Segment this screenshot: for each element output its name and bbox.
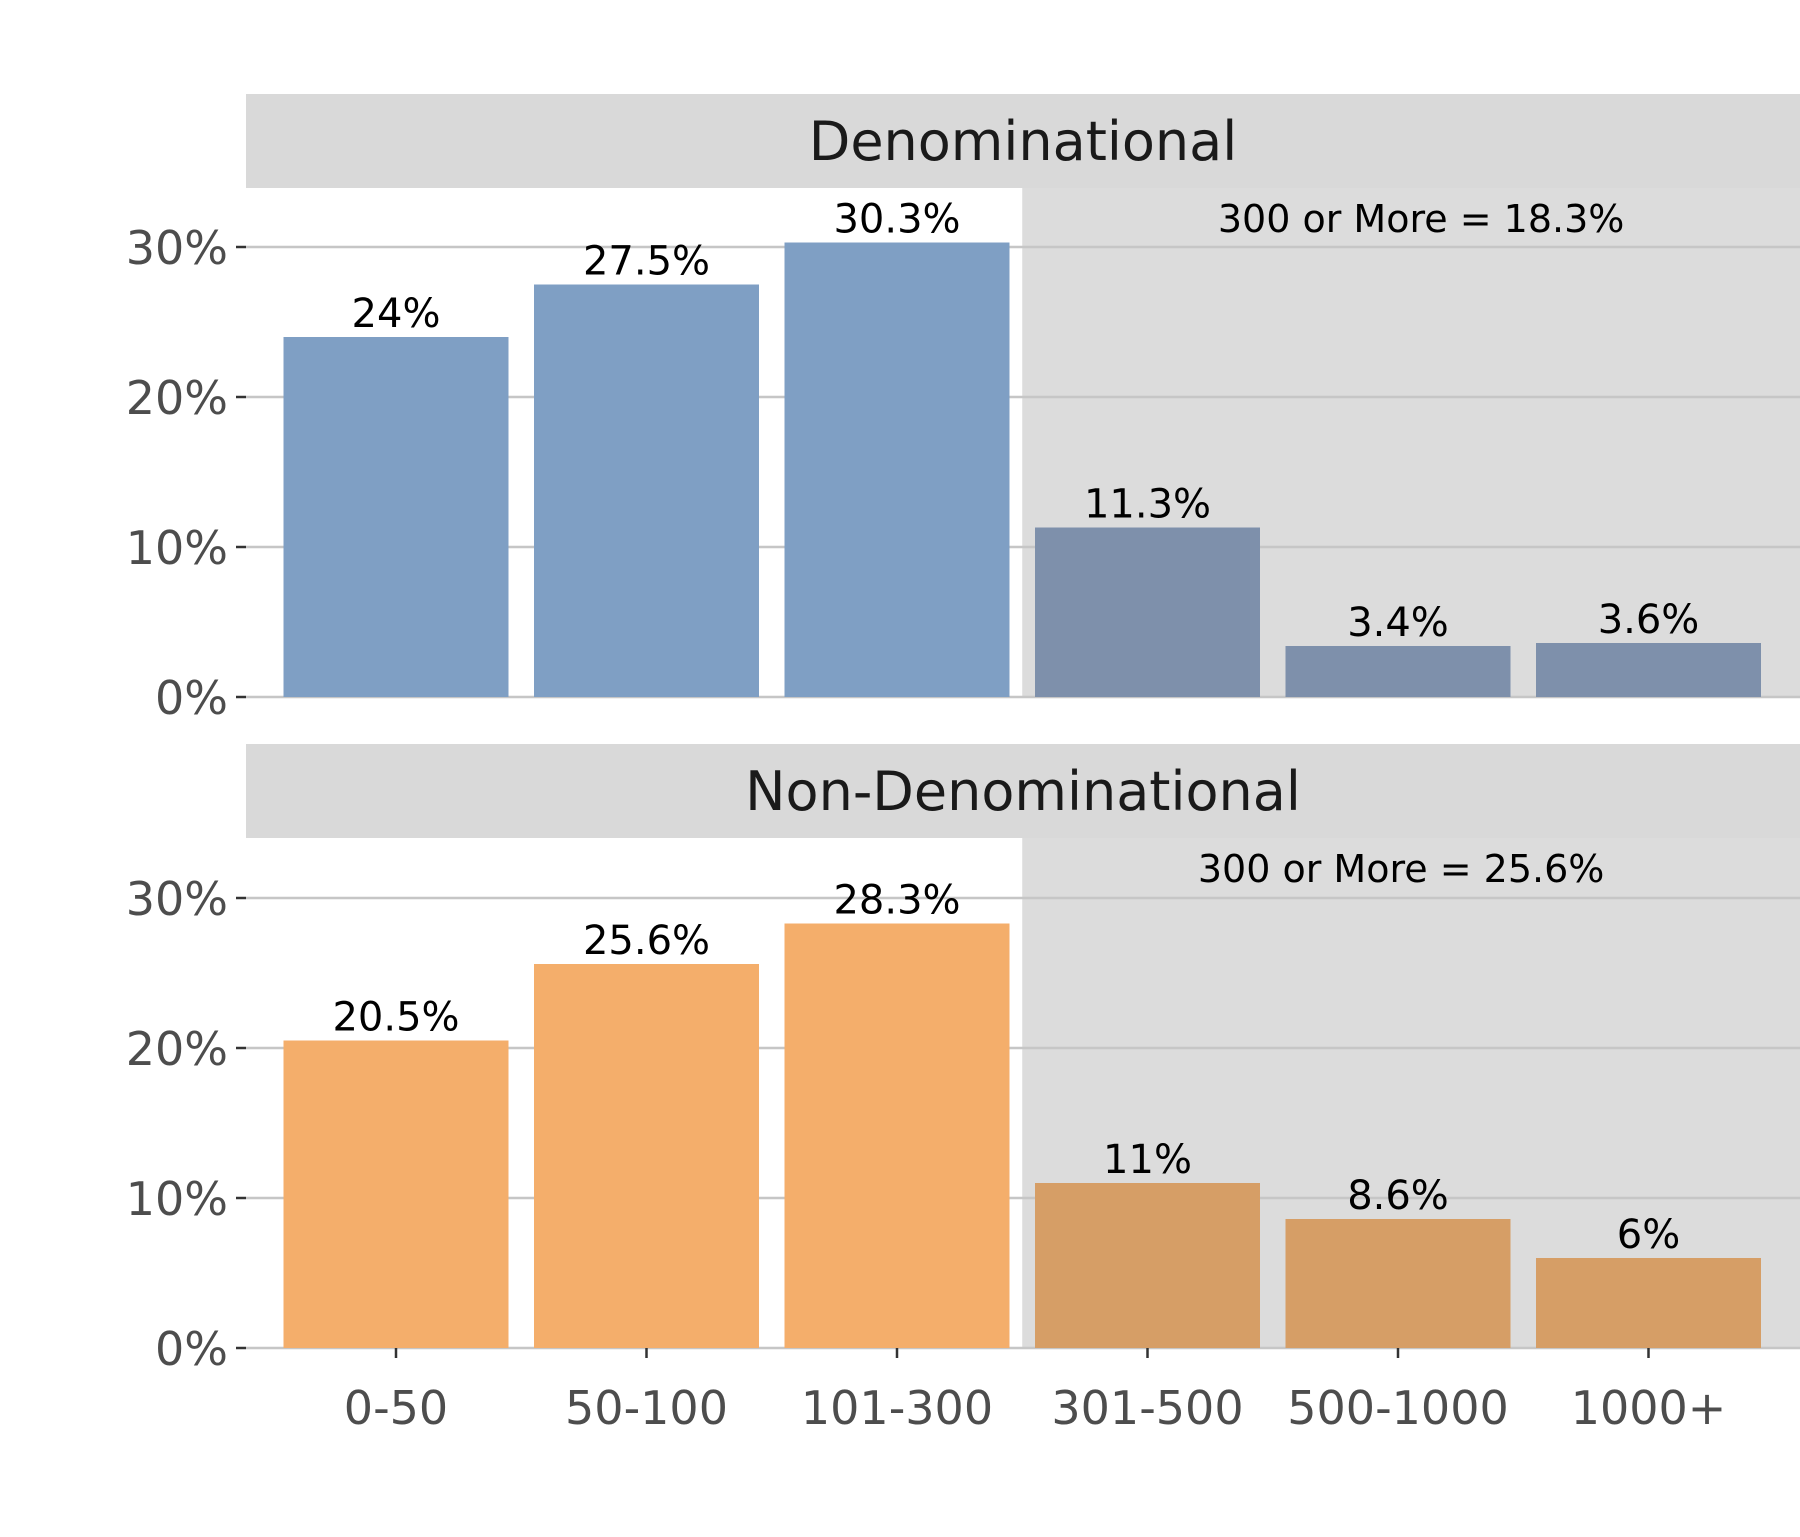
facet-title-2: Non-Denominational (745, 760, 1301, 823)
bar-label-1-2: 30.3% (833, 197, 960, 243)
y-tick-label-2-1: 10% (126, 1172, 228, 1226)
bar-2-4 (1285, 1219, 1511, 1348)
bar-label-1-5: 3.6% (1598, 597, 1700, 643)
bar-2-5 (1536, 1258, 1761, 1348)
bar-label-1-1: 27.5% (583, 239, 710, 285)
bar-1-3 (1035, 527, 1260, 697)
bar-1-2 (784, 242, 1010, 697)
annotation-2: 300 or More = 25.6% (1198, 847, 1604, 891)
bar-label-2-1: 25.6% (583, 918, 710, 964)
x-tick-label-0: 0-50 (344, 1381, 448, 1435)
y-tick-label-1-0: 0% (155, 671, 228, 725)
y-tick-label-1-1: 10% (126, 521, 228, 575)
annotation-1: 300 or More = 18.3% (1218, 197, 1624, 241)
bar-2-1 (534, 964, 759, 1348)
bar-1-5 (1536, 643, 1761, 697)
facet-strip-2 (246, 744, 1800, 838)
facet-strip-1 (246, 94, 1800, 188)
y-tick-label-2-2: 20% (126, 1022, 228, 1076)
bar-label-2-2: 28.3% (833, 878, 960, 924)
bar-2-0 (283, 1040, 509, 1348)
bar-1-4 (1285, 646, 1511, 697)
bar-2-2 (784, 923, 1010, 1348)
bar-1-1 (534, 284, 759, 697)
bar-label-2-0: 20.5% (332, 995, 459, 1041)
x-tick-label-4: 500-1000 (1287, 1381, 1508, 1435)
x-tick-label-1: 50-100 (565, 1381, 728, 1435)
bar-1-0 (283, 337, 509, 697)
bar-label-1-0: 24% (352, 291, 441, 337)
bar-label-1-3: 11.3% (1084, 482, 1211, 528)
y-tick-label-2-0: 0% (155, 1322, 228, 1376)
facet-title-1: Denominational (809, 110, 1238, 173)
x-tick-label-3: 301-500 (1051, 1381, 1243, 1435)
y-tick-label-1-3: 30% (126, 221, 228, 275)
x-tick-label-5: 1000+ (1571, 1381, 1727, 1435)
y-tick-label-1-2: 20% (126, 371, 228, 425)
bar-label-2-5: 6% (1617, 1212, 1680, 1258)
x-tick-label-2: 101-300 (801, 1381, 993, 1435)
bar-label-2-4: 8.6% (1347, 1173, 1449, 1219)
bar-label-2-3: 11% (1103, 1137, 1192, 1183)
bar-label-1-4: 3.4% (1347, 600, 1449, 646)
bar-2-3 (1035, 1183, 1260, 1348)
y-tick-label-2-3: 30% (126, 872, 228, 926)
